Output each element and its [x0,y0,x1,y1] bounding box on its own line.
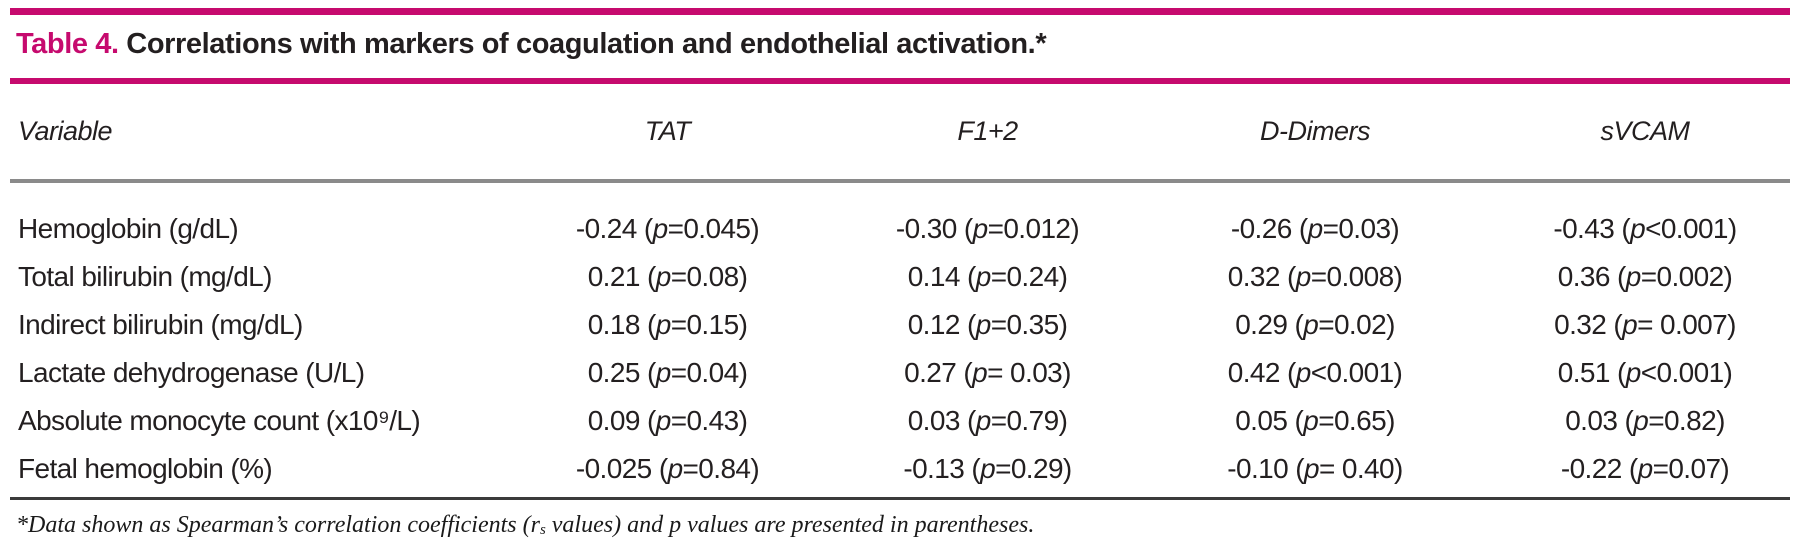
p-symbol: p [980,453,996,484]
table-body: Hemoglobin (g/dL) -0.24 (p=0.045) -0.30 … [10,183,1790,493]
title-accent-rule [10,78,1790,84]
table-row: Total bilirubin (mg/dL) 0.21 (p=0.08) 0.… [10,253,1790,301]
cell-ddimers: 0.05 (p=0.65) [1235,405,1395,436]
cell-tat: -0.24 (p=0.045) [575,213,760,244]
footnote-text-start: *Data shown as Spearman’s correlation co… [16,512,540,538]
row-variable: Fetal hemoglobin (%) [18,453,273,484]
p-symbol: p [1625,261,1642,292]
p-symbol: p [667,453,684,484]
cell-svcam: 0.36 (p=0.002) [1557,261,1733,292]
cell-ddimers: 0.32 (p=0.008) [1227,261,1403,292]
row-variable: Indirect bilirubin (mg/dL) [18,309,303,340]
cell-tat: 0.18 (p=0.15) [587,309,748,340]
table-number-label: Table 4. [16,28,119,60]
table-row: Indirect bilirubin (mg/dL) 0.18 (p=0.15)… [10,301,1790,349]
row-variable: Absolute monocyte count (x10⁹/L) [18,405,421,436]
top-accent-rule [10,8,1790,15]
table-row: Lactate dehydrogenase (U/L) 0.25 (p=0.04… [10,349,1790,397]
row-variable: Lactate dehydrogenase (U/L) [18,357,365,388]
table-footnote: *Data shown as Spearman’s correlation co… [10,512,1790,539]
header-separator-rule [10,179,1790,183]
cell-f12: 0.03 (p=0.79) [907,405,1068,436]
table-row: Absolute monocyte count (x10⁹/L) 0.09 (p… [10,397,1790,445]
p-symbol: p [652,213,669,244]
p-symbol: p [1637,453,1654,484]
cell-tat: -0.025 (p=0.84) [575,453,760,484]
p-symbol: p [655,405,672,436]
cell-f12: 0.14 (p=0.24) [907,261,1068,292]
p-symbol: p [975,405,992,436]
p-symbol: p [1295,261,1312,292]
table-title-text: Correlations with markers of coagulation… [118,28,1047,60]
table-row: Fetal hemoglobin (%) -0.025 (p=0.84) -0.… [10,445,1790,493]
cell-tat: 0.09 (p=0.43) [587,405,748,436]
footnote-text-end: values) and p values are presented in pa… [545,512,1035,538]
p-symbol: p [1633,405,1649,436]
row-variable: Total bilirubin (mg/dL) [18,261,272,292]
p-symbol: p [1630,213,1646,244]
column-header-ddimers: D-Dimers [1260,116,1371,146]
p-symbol: p [1625,357,1642,388]
cell-f12: 0.12 (p=0.35) [907,309,1068,340]
cell-svcam: 0.51 (p<0.001) [1557,357,1733,388]
p-symbol: p [655,309,672,340]
p-symbol: p [1303,405,1319,436]
p-symbol: p [972,213,989,244]
table-title: Table 4. Correlations with markers of co… [10,28,1790,62]
column-header-variable: Variable [18,116,113,146]
cell-svcam: -0.22 (p=0.07) [1560,453,1730,484]
p-symbol: p [655,261,672,292]
p-symbol: p [1303,309,1319,340]
table-header-row: Variable TAT F1+2 D-Dimers sVCAM [10,84,1790,179]
cell-tat: 0.25 (p=0.04) [587,357,748,388]
footnote-separator-rule [10,497,1790,500]
column-header-f12: F1+2 [957,116,1018,146]
p-symbol: p [972,357,988,388]
cell-tat: 0.21 (p=0.08) [587,261,748,292]
cell-svcam: -0.43 (p<0.001) [1553,213,1737,244]
p-symbol: p [1622,309,1638,340]
cell-ddimers: -0.10 (p= 0.40) [1227,453,1403,484]
cell-ddimers: 0.29 (p=0.02) [1235,309,1395,340]
p-symbol: p [1303,453,1320,484]
cell-f12: -0.13 (p=0.29) [903,453,1072,484]
p-symbol: p [655,357,672,388]
column-header-tat: TAT [644,116,691,146]
cell-ddimers: -0.26 (p=0.03) [1230,213,1400,244]
footnote-subscript-s: s [539,522,546,538]
cell-svcam: 0.32 (p= 0.007) [1554,309,1736,340]
p-symbol: p [1295,357,1312,388]
cell-f12: 0.27 (p= 0.03) [904,357,1071,388]
p-symbol: p [1307,213,1324,244]
cell-svcam: 0.03 (p=0.82) [1565,405,1725,436]
p-symbol: p [975,261,992,292]
cell-ddimers: 0.42 (p<0.001) [1227,357,1403,388]
row-variable: Hemoglobin (g/dL) [18,213,239,244]
cell-f12: -0.30 (p=0.012) [895,213,1080,244]
p-symbol: p [975,309,992,340]
table-row: Hemoglobin (g/dL) -0.24 (p=0.045) -0.30 … [10,205,1790,253]
column-header-svcam: sVCAM [1600,116,1690,146]
